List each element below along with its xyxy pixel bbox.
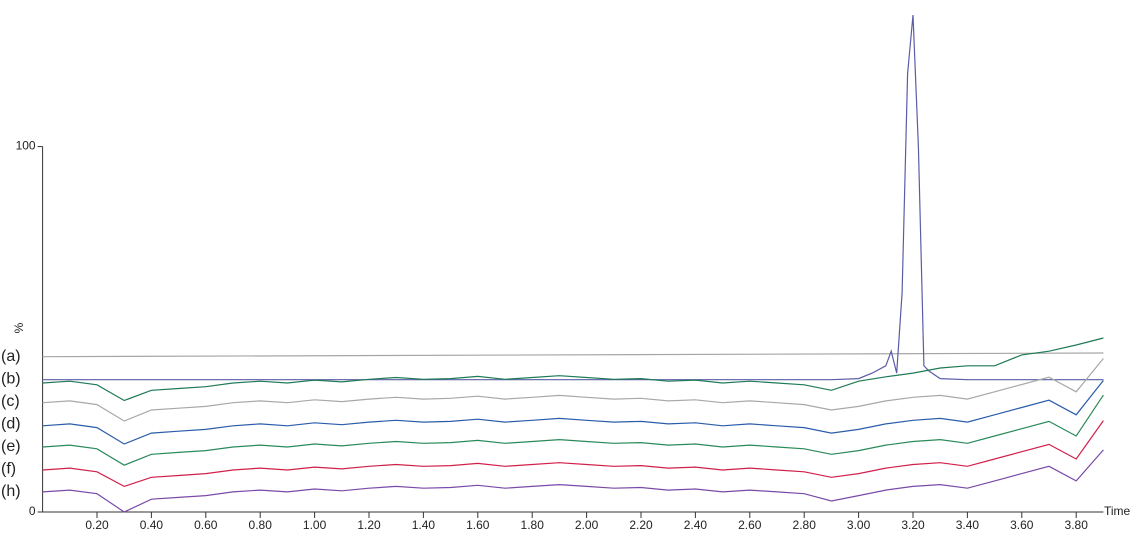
trace (42, 352, 1104, 358)
x-tick-label: 3.80 (1065, 518, 1089, 532)
x-tick-label: 0.60 (194, 518, 218, 532)
trace (42, 337, 1104, 402)
trace (42, 358, 1104, 422)
trace (42, 380, 1104, 445)
trace-label: (e) (1, 438, 21, 455)
x-tick-label: 1.80 (521, 518, 545, 532)
x-axis-label: Time (1104, 504, 1131, 518)
trace-label: (f) (1, 461, 16, 478)
x-tick-label: 2.20 (629, 518, 653, 532)
x-tick-label: 0.80 (249, 518, 273, 532)
x-tick-label: 0.20 (85, 518, 109, 532)
trace (42, 394, 1104, 466)
trace (42, 420, 1104, 488)
x-tick-label: 2.60 (738, 518, 762, 532)
x-tick-label: 3.60 (1010, 518, 1034, 532)
trace-label: (d) (1, 416, 21, 433)
x-tick-label: 3.20 (901, 518, 925, 532)
x-tick-label: 3.40 (956, 518, 980, 532)
x-tick-label: 2.80 (793, 518, 817, 532)
trace-label: (a) (1, 348, 21, 365)
x-tick-label: 3.00 (847, 518, 871, 532)
y-axis-label: % (12, 322, 26, 333)
x-tick-label: 1.60 (466, 518, 490, 532)
trace (42, 14, 1104, 381)
x-tick-label: 1.20 (357, 518, 381, 532)
trace-label: (h) (1, 483, 21, 500)
y-tick-label: 0 (29, 504, 36, 518)
x-tick-label: 2.00 (575, 518, 599, 532)
y-tick-label: 100 (16, 139, 36, 153)
x-tick-label: 1.40 (412, 518, 436, 532)
trace-label: (c) (1, 393, 20, 410)
trace (42, 449, 1104, 513)
x-tick-label: 2.40 (684, 518, 708, 532)
trace-label: (b) (1, 371, 21, 388)
x-tick-label: 1.00 (303, 518, 327, 532)
x-tick-label: 0.40 (140, 518, 164, 532)
